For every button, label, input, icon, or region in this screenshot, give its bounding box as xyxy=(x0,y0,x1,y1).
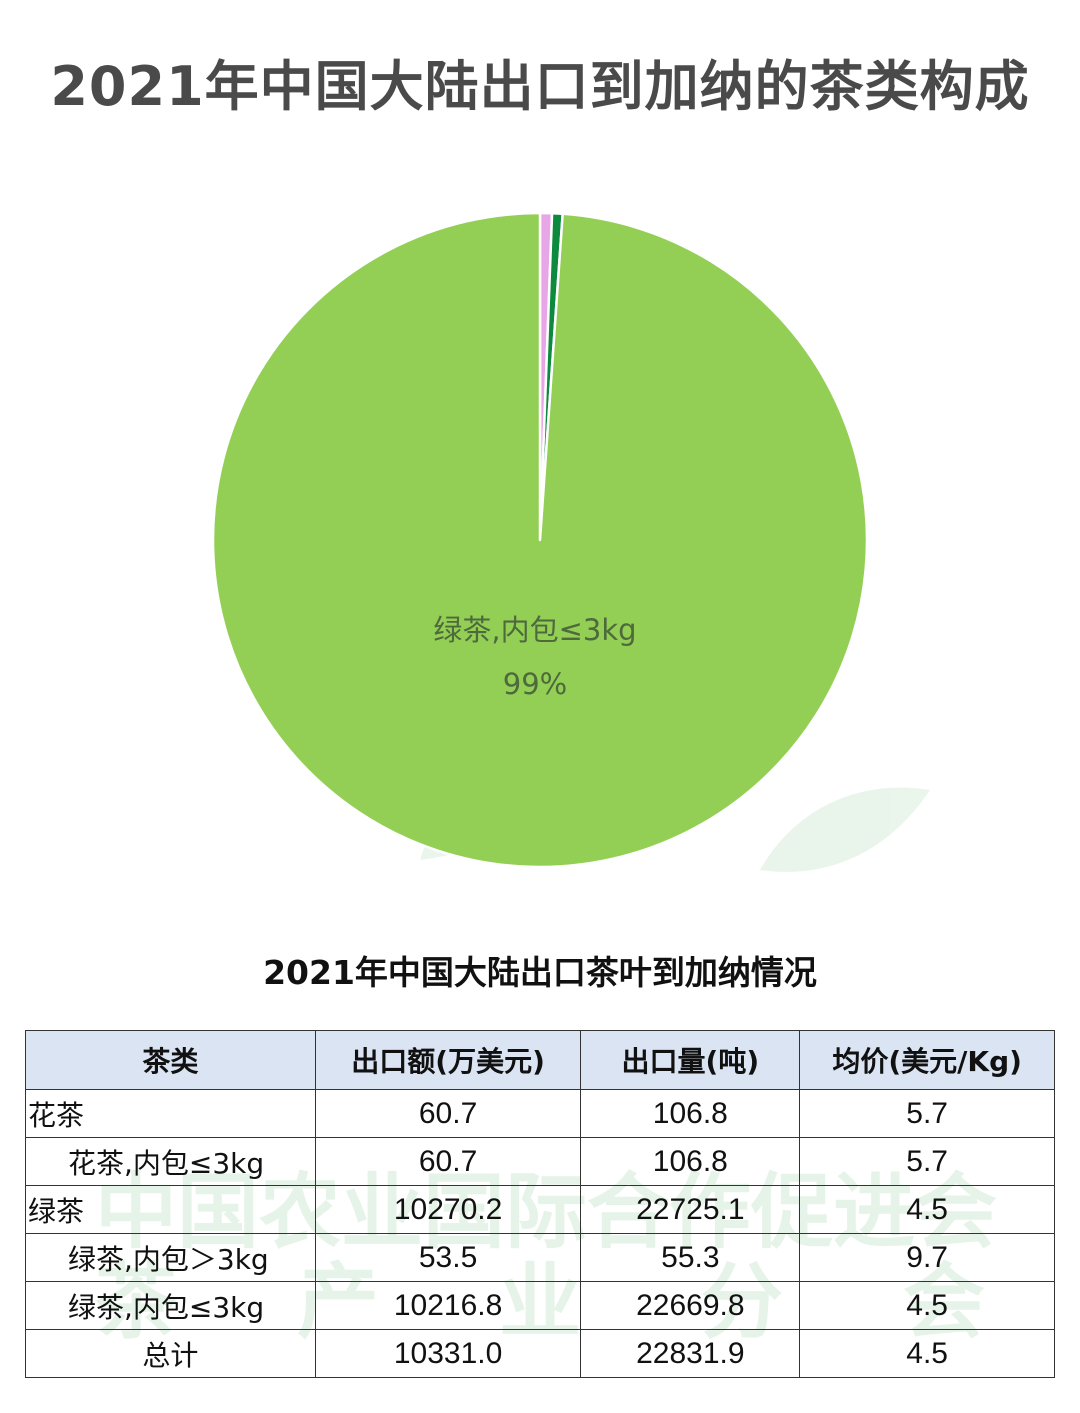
table-cell-price: 4.5 xyxy=(799,1329,1055,1378)
page-title: 2021年中国大陆出口到加纳的茶类构成 xyxy=(50,55,1030,118)
table-cell-amount: 10216.8 xyxy=(314,1281,582,1330)
table-cell-price: 9.7 xyxy=(799,1233,1055,1282)
table-cell-volume: 106.8 xyxy=(580,1089,801,1138)
table-cell-price: 5.7 xyxy=(799,1137,1055,1186)
table-header-row: 茶类 出口额(万美元) 出口量(吨) 均价(美元/Kg) xyxy=(25,1030,1055,1090)
table-body: 花茶 60.7 106.8 5.7 花茶,内包≤3kg 60.7 106.8 5.7 绿茶 102… xyxy=(25,1089,1055,1378)
pie-chart: 绿茶,内包≤3kg 99% xyxy=(211,211,869,869)
table-row: 花茶,内包≤3kg 60.7 106.8 5.7 xyxy=(25,1137,1055,1186)
pie-slices xyxy=(211,211,869,869)
table-cell-volume: 106.8 xyxy=(580,1137,801,1186)
table-cell-amount: 60.7 xyxy=(314,1137,582,1186)
table-row: 绿茶 10270.2 22725.1 4.5 xyxy=(25,1185,1055,1234)
table-cell-amount: 60.7 xyxy=(314,1089,582,1138)
table-cell-amount: 53.5 xyxy=(314,1233,582,1282)
table-cell-amount: 10331.0 xyxy=(314,1329,582,1378)
table-cell-category: 绿茶,内包＞3kg xyxy=(25,1233,316,1282)
table-cell-category: 绿茶,内包≤3kg xyxy=(25,1281,316,1330)
table-cell-volume: 22669.8 xyxy=(580,1281,801,1330)
table-cell-category: 总计 xyxy=(25,1329,316,1378)
table-cell-price: 5.7 xyxy=(799,1089,1055,1138)
pie-slice-2 xyxy=(211,211,869,869)
column-header-price: 均价(美元/Kg) xyxy=(799,1030,1055,1090)
column-header-category: 茶类 xyxy=(25,1030,316,1090)
pie-data-label-percent: 99% xyxy=(503,667,567,701)
table-cell-category: 绿茶 xyxy=(25,1185,316,1234)
table-cell-volume: 55.3 xyxy=(580,1233,801,1282)
table-cell-volume: 22725.1 xyxy=(580,1185,801,1234)
table-cell-price: 4.5 xyxy=(799,1281,1055,1330)
column-header-amount: 出口额(万美元) xyxy=(314,1030,582,1090)
table-cell-volume: 22831.9 xyxy=(580,1329,801,1378)
table-row: 总计 10331.0 22831.9 4.5 xyxy=(25,1329,1055,1378)
table-row: 绿茶,内包≤3kg 10216.8 22669.8 4.5 xyxy=(25,1281,1055,1330)
table-title: 2021年中国大陆出口茶叶到加纳情况 xyxy=(263,953,817,992)
table-cell-price: 4.5 xyxy=(799,1185,1055,1234)
column-header-volume: 出口量(吨) xyxy=(580,1030,801,1090)
export-table: 茶类 出口额(万美元) 出口量(吨) 均价(美元/Kg) 花茶 60.7 106.8… xyxy=(25,1030,1055,1378)
pie-data-label-name: 绿茶,内包≤3kg xyxy=(433,613,636,647)
table-cell-amount: 10270.2 xyxy=(314,1185,582,1234)
table-row: 绿茶,内包＞3kg 53.5 55.3 9.7 xyxy=(25,1233,1055,1282)
table-cell-category: 花茶,内包≤3kg xyxy=(25,1137,316,1186)
table-cell-category: 花茶 xyxy=(25,1089,316,1138)
table-row: 花茶 60.7 106.8 5.7 xyxy=(25,1089,1055,1138)
